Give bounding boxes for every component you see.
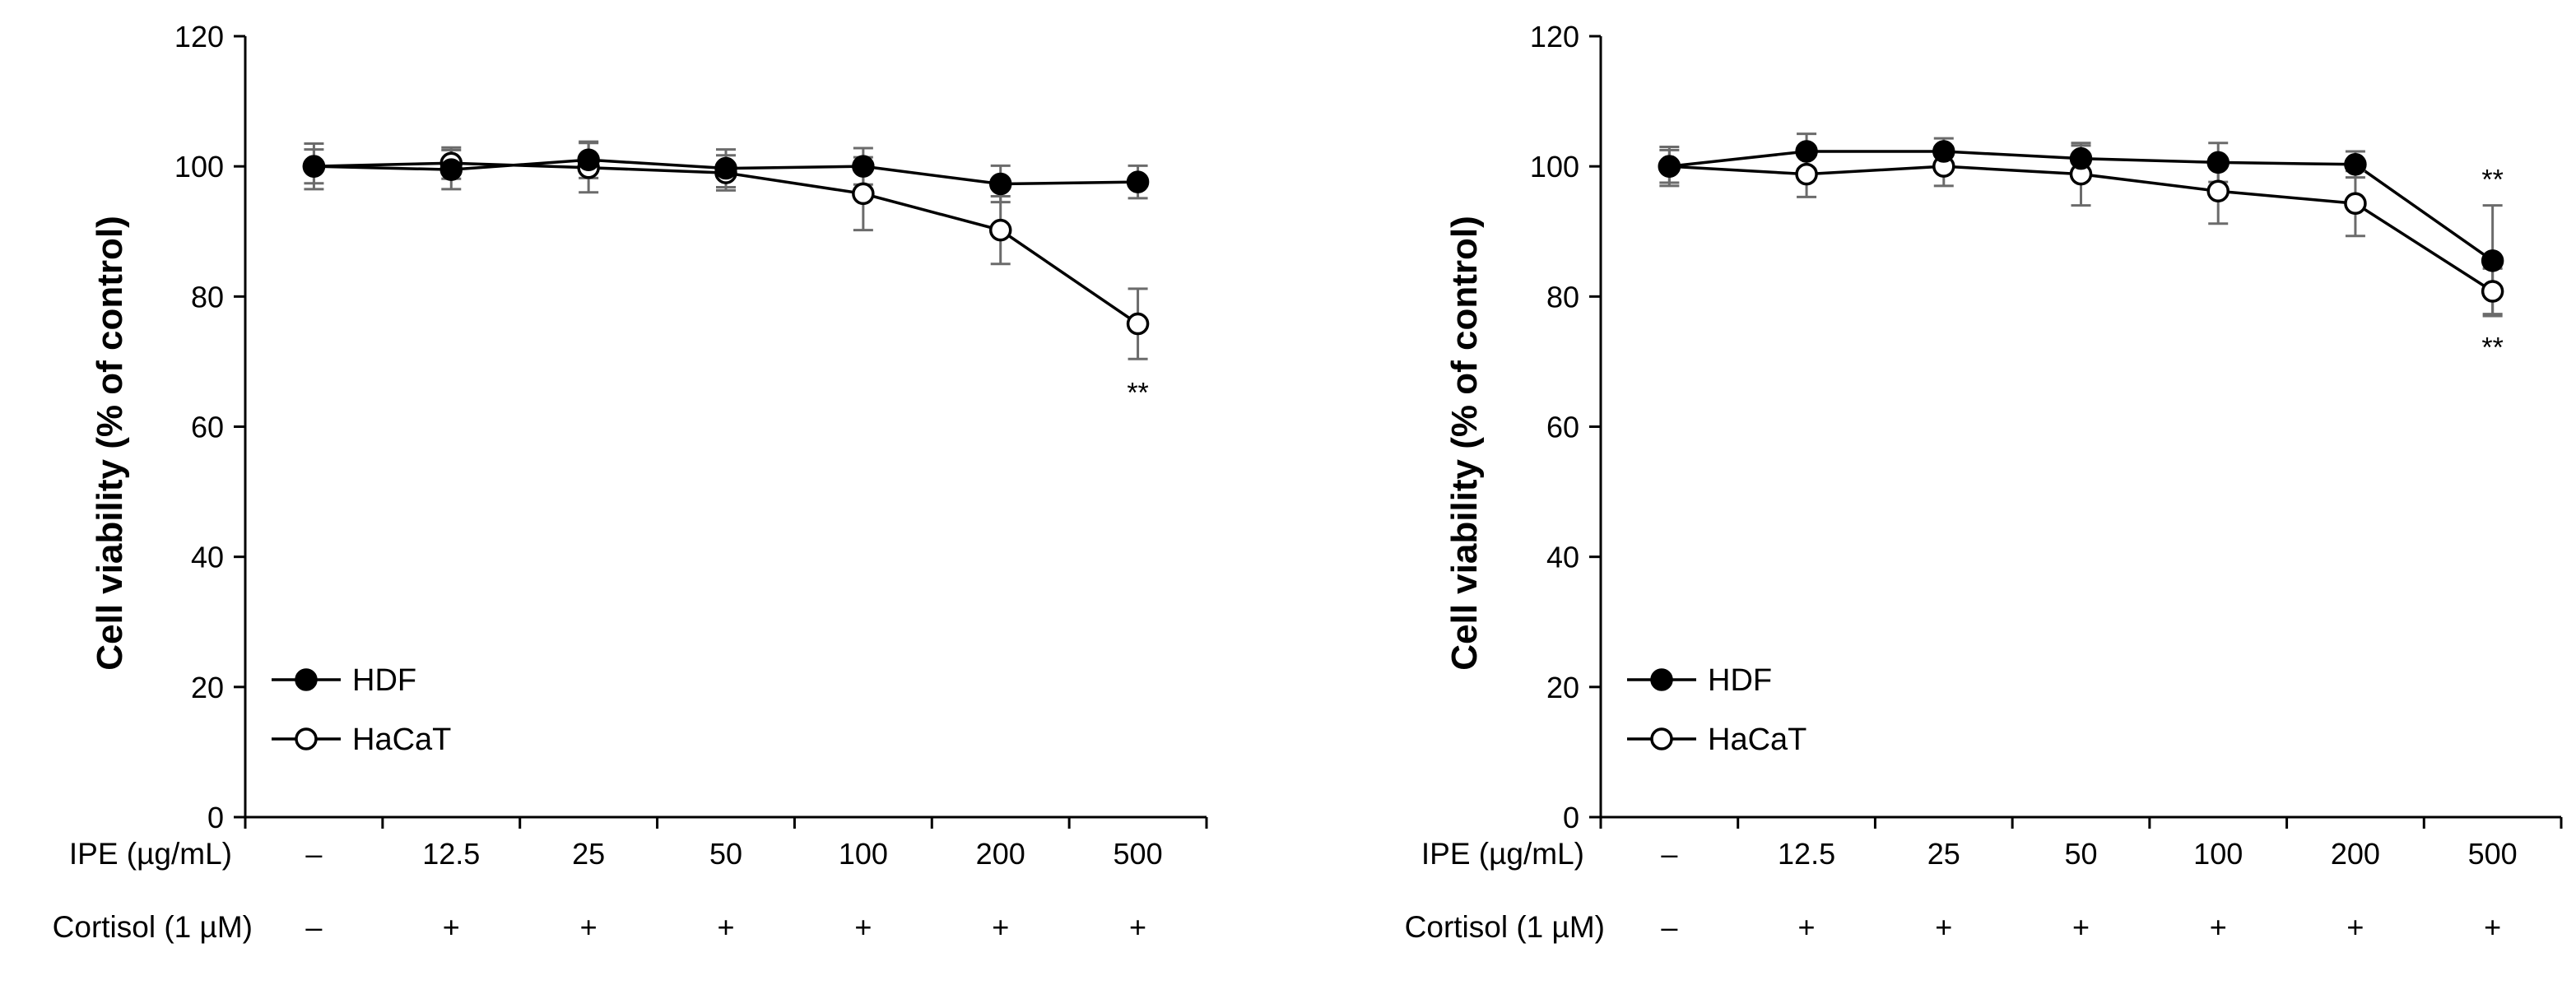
data-point-hdf (852, 155, 875, 178)
ipe-tick-label: 200 (976, 837, 1025, 871)
cortisol-tick-label: + (992, 910, 1009, 944)
data-point-hacat (988, 218, 1012, 242)
cortisol-tick-label: + (1129, 910, 1146, 944)
legend-item-hdf: HDF (1627, 663, 1772, 698)
legend-marker (1650, 727, 1673, 750)
ipe-tick-label: 50 (709, 837, 742, 871)
legend-label: HDF (352, 663, 416, 698)
data-point-hdf (714, 156, 737, 180)
y-tick-label: 60 (191, 411, 224, 444)
y-tick-label: 20 (191, 671, 224, 704)
cortisol-tick-label: + (580, 910, 598, 944)
data-point-hacat (2206, 179, 2230, 202)
cortisol-tick-label: + (443, 910, 460, 944)
y-tick-label: 120 (1530, 20, 1579, 53)
cortisol-tick-label: + (1798, 910, 1816, 944)
data-point-hdf (988, 172, 1012, 196)
y-axis-title: Cell viability (% of control) (90, 216, 130, 671)
ipe-tick-label: 200 (2331, 837, 2380, 871)
data-point-hacat (852, 182, 875, 206)
cortisol-row-label: Cortisol (1 µM) (1405, 910, 1605, 944)
cortisol-tick-label: + (1935, 910, 1952, 944)
cortisol-tick-label: + (2484, 910, 2501, 944)
cortisol-tick-label: + (2210, 910, 2227, 944)
data-point-hdf (1795, 140, 1818, 163)
cortisol-tick-label: – (305, 910, 322, 944)
cortisol-tick-label: + (2346, 910, 2364, 944)
ipe-tick-label: 500 (1114, 837, 1163, 871)
ipe-tick-label: 500 (2468, 837, 2518, 871)
ipe-tick-label: 100 (839, 837, 888, 871)
y-tick-label: 20 (1546, 671, 1579, 704)
ipe-tick-label: 50 (2064, 837, 2097, 871)
ipe-tick-label: 12.5 (422, 837, 480, 871)
cortisol-tick-label: + (2072, 910, 2090, 944)
legend-item-hacat: HaCaT (272, 722, 451, 757)
y-tick-label: 80 (1546, 280, 1579, 314)
cortisol-row-label: Cortisol (1 µM) (53, 910, 253, 944)
data-point-hdf (1932, 140, 1955, 163)
data-point-hdf (2481, 249, 2504, 272)
y-tick-label: 100 (1530, 150, 1579, 184)
legend-marker (1650, 668, 1673, 691)
ipe-tick-label: 12.5 (1778, 837, 1835, 871)
data-point-hdf (2069, 146, 2093, 170)
ipe-tick-label: 100 (2193, 837, 2243, 871)
legend-item-hdf: HDF (272, 663, 416, 698)
ipe-row-label: IPE (µg/mL) (1421, 837, 1584, 871)
y-tick-label: 40 (1546, 541, 1579, 574)
y-axis-title: Cell viability (% of control) (1444, 216, 1485, 671)
data-point-hacat (1795, 162, 1818, 186)
cortisol-tick-label: – (1661, 910, 1677, 944)
legend-marker (295, 727, 318, 750)
legend-label: HDF (1708, 663, 1772, 698)
legend-label: HaCaT (1708, 722, 1806, 757)
data-point-hdf (2206, 151, 2230, 174)
data-point-hdf (302, 155, 326, 178)
y-tick-label: 60 (1546, 411, 1579, 444)
legend-label: HaCaT (352, 722, 451, 757)
y-tick-label: 0 (1563, 801, 1579, 834)
data-point-hacat (1126, 312, 1150, 336)
data-point-hacat (2481, 280, 2504, 303)
ipe-tick-label: – (305, 837, 322, 871)
data-point-hdf (439, 158, 463, 181)
significance-marker: ** (2481, 165, 2503, 196)
y-tick-label: 80 (191, 280, 224, 314)
legend-marker (295, 668, 318, 691)
y-tick-label: 40 (191, 541, 224, 574)
y-tick-label: 120 (174, 20, 224, 53)
y-tick-label: 0 (207, 801, 224, 834)
cortisol-tick-label: + (717, 910, 734, 944)
significance-marker: ** (1127, 377, 1148, 408)
chart-panel-1: 0 20 40 60 80 100 120 Cell viability (% of cont… (53, 20, 1208, 944)
ipe-tick-label: – (1661, 837, 1677, 871)
data-point-hdf (2344, 153, 2367, 176)
chart-panel-2: 0 20 40 60 80 100 120 Cell viability (% of cont… (1405, 20, 2563, 944)
data-point-hdf (1126, 170, 1150, 193)
y-tick-label: 100 (174, 150, 224, 184)
data-point-hdf (577, 148, 600, 172)
legend-item-hacat: HaCaT (1627, 722, 1806, 757)
cortisol-tick-label: + (854, 910, 872, 944)
significance-marker: ** (2481, 332, 2503, 364)
data-point-hdf (1658, 155, 1681, 178)
data-point-hacat (2344, 192, 2367, 215)
ipe-tick-label: 25 (572, 837, 605, 871)
ipe-row-label: IPE (µg/mL) (69, 837, 232, 871)
ipe-tick-label: 25 (1927, 837, 1960, 871)
